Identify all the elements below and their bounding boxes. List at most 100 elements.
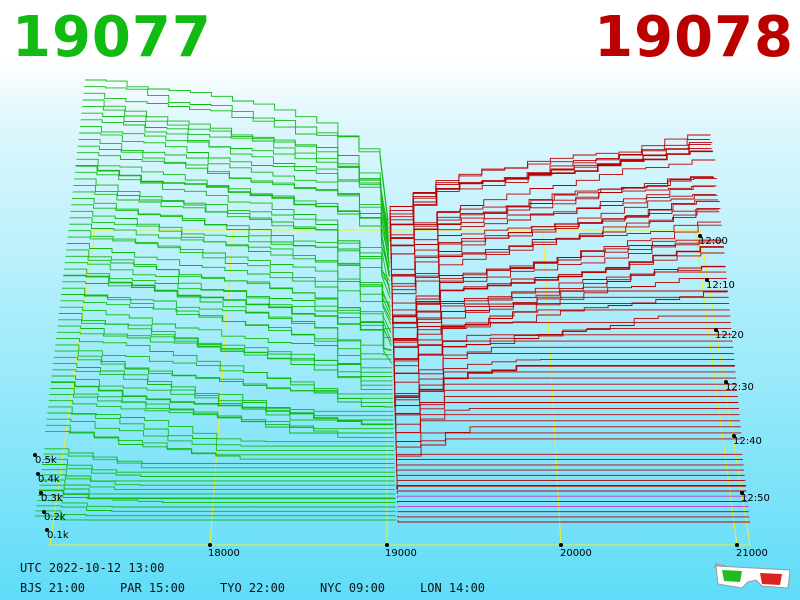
bid-depth-line-28: [55, 344, 393, 399]
depth-curves: [35, 79, 750, 523]
bid-depth-line-15: [45, 424, 395, 456]
y-tick-label: 0.1k: [47, 530, 69, 541]
bid-depth-line-65: [82, 106, 389, 238]
bid-price: 19077: [12, 5, 212, 70]
bid-depth-line-66: [82, 99, 389, 234]
bid-depth-line-49: [70, 210, 391, 308]
timezone-nyc: NYC 09:00: [320, 581, 386, 595]
bid-depth-line-25: [53, 363, 394, 412]
bid-depth-line-1: [35, 510, 396, 517]
utc-timestamp: UTC 2022-10-12 13:00: [20, 561, 165, 575]
z-axis: 12:00 12:10 12:20 12:30 12:40 12:50: [698, 234, 770, 504]
ask-depth-line-33: [393, 321, 731, 377]
ask-depth-line-52: [391, 201, 720, 294]
x-tick-label: 21000: [736, 548, 768, 559]
x-tick-21000: 21000: [735, 543, 768, 559]
bid-depth-line-29: [56, 338, 393, 395]
z-tick-12-20: 12:20: [714, 328, 744, 341]
ask-depth-line-36: [393, 303, 730, 364]
ask-depth-line-68: [389, 134, 711, 225]
bid-depth-line-68: [84, 86, 389, 225]
ask-depth-line-32: [393, 328, 732, 381]
y-tick-0.5k: 0.5k: [33, 453, 57, 466]
bid-depth-line-46: [68, 230, 392, 321]
bid-depth-line-39: [63, 274, 392, 352]
ask-depth-line-43: [392, 265, 726, 333]
ask-depth-line-59: [390, 194, 716, 264]
ask-depth-line-20: [395, 402, 739, 433]
ask-depth-line-29: [394, 346, 734, 394]
bid-depth-line-33: [58, 313, 393, 377]
ask-depth-line-63: [390, 176, 714, 247]
ask-depth-line-51: [391, 207, 721, 299]
bid-depth-line-53: [73, 184, 391, 290]
timezone-row: BJS 21:00 PAR 15:00 TYO 22:00 NYC 09:00 …: [20, 581, 520, 595]
ask-depth-line-54: [391, 209, 719, 286]
ask-price: 19078: [594, 5, 794, 70]
z-tick-label: 12:30: [725, 382, 754, 393]
ask-depth-line-58: [390, 185, 717, 268]
ask-depth-line-48: [391, 241, 723, 312]
x-axis: 18000 19000 20000 21000: [50, 543, 768, 559]
bid-depth-line-9: [41, 469, 395, 482]
y-tick-label: 0.4k: [38, 474, 60, 485]
ask-depth-line-1: [397, 515, 750, 518]
ask-depth-line-13: [396, 453, 743, 464]
ask-depth-line-16: [395, 426, 741, 451]
bid-depth-line-40: [64, 268, 392, 347]
bid-depth-line-57: [76, 158, 390, 273]
bid-depth-line-18: [48, 406, 394, 443]
z-tick-label: 12:10: [706, 280, 735, 291]
y-tick-label: 0.3k: [41, 493, 63, 504]
bid-depth-line-11: [43, 458, 395, 473]
grid-line-20000: [542, 229, 562, 546]
z-tick-label: 12:00: [699, 236, 728, 247]
bid-depth-line-16: [46, 418, 395, 451]
ask-depth-line-4: [397, 500, 748, 503]
bid-depth-line-0: [35, 515, 396, 521]
ask-depth-line-23: [394, 383, 737, 420]
3d-glasses-icon[interactable]: [712, 560, 794, 592]
bid-depth-line-45: [67, 236, 392, 325]
bid-depth-line-54: [74, 178, 391, 286]
z-tick-label: 12:40: [733, 436, 762, 447]
bid-depth-line-58: [77, 152, 390, 268]
grid-line-18000: [209, 229, 234, 546]
ask-depth-line-53: [391, 211, 720, 290]
ask-depth-line-40: [392, 277, 727, 347]
z-tick-12-50: 12:50: [740, 491, 770, 504]
ask-depth-line-14: [395, 438, 742, 460]
ask-depth-line-6: [396, 490, 747, 494]
ask-depth-line-21: [395, 395, 738, 429]
ask-depth-line-15: [395, 432, 742, 455]
bid-depth-line-63: [80, 119, 390, 247]
timezone-tyo: TYO 22:00: [220, 581, 286, 595]
ask-depth-line-69: [389, 139, 710, 220]
x-tick-18000: 18000: [208, 543, 240, 559]
depth-chart-3d: 18000 19000 20000 21000 0.1k 0.2k 0.3k 0…: [33, 79, 770, 559]
x-tick-label: 20000: [560, 548, 592, 559]
bid-depth-line-48: [69, 217, 391, 312]
y-tick-label: 0.2k: [44, 512, 66, 523]
ask-depth-line-22: [394, 389, 738, 425]
ask-depth-line-8: [396, 480, 746, 486]
bid-depth-line-5: [38, 489, 396, 500]
bid-depth-line-61: [79, 132, 390, 255]
ask-depth-line-35: [393, 309, 730, 368]
bid-depth-line-3: [37, 500, 396, 508]
timezone-par: PAR 15:00: [120, 581, 186, 595]
ask-depth-line-17: [395, 420, 741, 447]
bid-depth-line-67: [83, 92, 389, 229]
bid-depth-line-20: [49, 394, 394, 434]
ask-depth-line-28: [394, 352, 734, 399]
bid-depth-line-17: [47, 412, 394, 447]
bid-depth-line-21: [50, 387, 394, 430]
y-tick-label: 0.5k: [35, 455, 57, 466]
ask-depth-line-18: [395, 414, 740, 442]
bid-depth-line-60: [78, 139, 390, 260]
z-tick-12-10: 12:10: [705, 278, 735, 291]
bid-depth-line-6: [39, 484, 396, 495]
bid-depth-line-55: [74, 171, 390, 282]
bid-depth-line-23: [51, 375, 394, 421]
bid-depth-line-59: [77, 145, 390, 264]
